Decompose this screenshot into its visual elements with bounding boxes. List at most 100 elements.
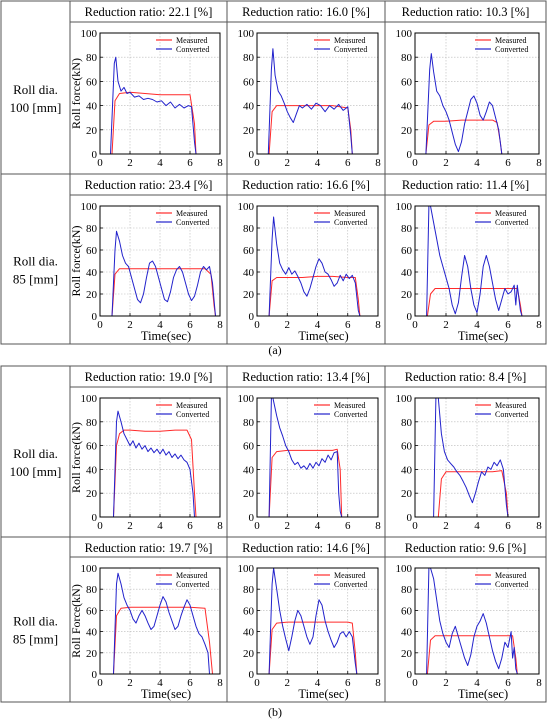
panel-header: Reduction ratio: 16.0 [%] — [242, 5, 370, 19]
y-tick-label: 60 — [401, 245, 413, 257]
legend-label: Measured — [495, 36, 527, 45]
x-tick-label: 2 — [443, 157, 449, 169]
x-tick-label: 0 — [97, 319, 103, 331]
y-tick-label: 20 — [401, 125, 413, 137]
y-tick-label: 40 — [243, 101, 255, 113]
y-tick-label: 0 — [92, 149, 98, 161]
x-tick-label: 8 — [375, 677, 381, 689]
panel-header: Reduction ratio: 8.4 [%] — [405, 370, 527, 384]
legend-label: Converted — [176, 580, 209, 589]
series-line-converted — [268, 216, 361, 317]
x-tick-label: 6 — [505, 319, 511, 331]
x-tick-label: 2 — [443, 677, 449, 689]
x-tick-label: 6 — [505, 157, 511, 169]
y-tick-label: 100 — [396, 201, 413, 213]
y-tick-label: 0 — [407, 311, 413, 323]
y-tick-label: 80 — [86, 223, 98, 235]
legend-label: Converted — [176, 45, 209, 54]
y-tick-label: 20 — [243, 125, 255, 137]
x-tick-label: 8 — [375, 319, 381, 331]
x-tick-label: 2 — [285, 677, 291, 689]
x-tick-label: 2 — [285, 520, 291, 532]
x-axis-label: Time(sec) — [141, 329, 191, 343]
y-tick-label: 20 — [86, 125, 98, 137]
y-tick-label: 80 — [86, 52, 98, 64]
x-tick-label: 8 — [536, 520, 542, 532]
x-axis-label: Time(sec) — [141, 687, 191, 701]
y-tick-label: 0 — [92, 669, 98, 681]
x-tick-label: 4 — [157, 677, 163, 689]
series-line-converted — [110, 56, 197, 155]
x-tick-label: 4 — [474, 319, 480, 331]
y-tick-label: 0 — [92, 512, 98, 524]
panel-header: Reduction ratio: 14.6 [%] — [242, 541, 370, 555]
y-axis-label: Roll Force(kN) — [69, 584, 83, 658]
legend-label: Measured — [334, 571, 366, 580]
chart: 0 2 4 6 8020406080100Time(sec)MeasuredConver… — [396, 201, 543, 343]
series-line-measured — [268, 448, 343, 518]
y-tick-label: 40 — [86, 101, 98, 113]
y-tick-label: 80 — [243, 584, 255, 596]
x-tick-label: 8 — [536, 319, 542, 331]
y-tick-label: 40 — [401, 464, 413, 476]
series-line-measured — [268, 621, 358, 675]
row-label: 85 [mm] — [13, 272, 58, 287]
y-tick-label: 80 — [401, 52, 413, 64]
chart: 0 2 4 6 8020406080100Time(sec)MeasuredConver… — [396, 563, 543, 701]
x-tick-label: 8 — [217, 677, 223, 689]
y-tick-label: 80 — [401, 223, 413, 235]
series-line-converted — [426, 567, 518, 675]
legend-label: Measured — [495, 571, 527, 580]
legend-label: Converted — [334, 410, 367, 419]
x-tick-label: 8 — [217, 520, 223, 532]
y-tick-label: 60 — [86, 245, 98, 257]
figure-part-label: (b) — [268, 705, 282, 719]
y-tick-label: 60 — [243, 245, 255, 257]
x-tick-label: 4 — [474, 157, 480, 169]
table-border — [0, 365, 547, 703]
y-tick-label: 40 — [401, 101, 413, 113]
y-tick-label: 60 — [401, 441, 413, 453]
x-tick-label: 6 — [345, 319, 351, 331]
y-tick-label: 100 — [238, 201, 255, 213]
row-label: Roll dia. — [13, 254, 58, 269]
y-tick-label: 40 — [243, 464, 255, 476]
figure-part-label: (a) — [268, 343, 281, 357]
x-tick-label: 6 — [187, 157, 193, 169]
series-line-measured — [426, 635, 518, 675]
x-tick-label: 2 — [127, 677, 133, 689]
legend-label: Measured — [495, 209, 527, 218]
x-tick-label: 8 — [217, 157, 223, 169]
legend-label: Converted — [334, 45, 367, 54]
y-tick-label: 40 — [401, 627, 413, 639]
y-tick-label: 40 — [243, 627, 255, 639]
y-tick-label: 0 — [92, 311, 98, 323]
legend-label: Measured — [176, 401, 208, 410]
legend-label: Measured — [176, 36, 208, 45]
x-axis-label: Time(sec) — [298, 329, 348, 343]
y-tick-label: 100 — [81, 563, 98, 575]
x-tick-label: 0 — [412, 520, 418, 532]
y-axis-label: Roll force(kN) — [69, 58, 83, 129]
legend-label: Converted — [495, 45, 528, 54]
panel-header: Reduction ratio: 16.6 [%] — [242, 178, 370, 192]
x-tick-label: 2 — [443, 319, 449, 331]
panel-header: Reduction ratio: 10.3 [%] — [402, 5, 530, 19]
y-tick-label: 20 — [86, 648, 98, 660]
legend-label: Converted — [334, 218, 367, 227]
x-tick-label: 2 — [127, 520, 133, 532]
y-tick-label: 60 — [86, 441, 98, 453]
figure-part: Roll dia. 100 [mm] Reduction ratio: 19.0 [… — [0, 365, 547, 719]
y-tick-label: 20 — [401, 648, 413, 660]
legend-label: Converted — [334, 580, 367, 589]
y-tick-label: 20 — [243, 648, 255, 660]
y-tick-label: 0 — [249, 149, 255, 161]
panel-header: Reduction ratio: 19.7 [%] — [85, 541, 213, 555]
x-tick-label: 6 — [345, 520, 351, 532]
y-tick-label: 0 — [249, 512, 255, 524]
x-tick-label: 4 — [474, 677, 480, 689]
